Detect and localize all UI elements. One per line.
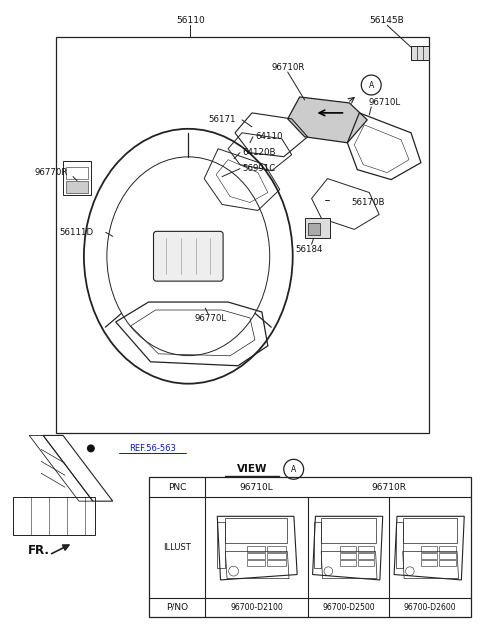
Bar xyxy=(421,560,437,567)
Bar xyxy=(421,553,437,559)
FancyBboxPatch shape xyxy=(154,232,223,281)
Text: ILLUST: ILLUST xyxy=(163,543,191,552)
Bar xyxy=(66,167,88,178)
Bar xyxy=(267,546,286,552)
Bar xyxy=(308,223,320,235)
Text: FR.: FR. xyxy=(28,544,50,557)
Text: 56110: 56110 xyxy=(176,16,204,25)
Text: PNC: PNC xyxy=(168,483,186,492)
Bar xyxy=(358,560,374,567)
Bar xyxy=(440,560,456,567)
Bar xyxy=(267,560,286,567)
Text: A: A xyxy=(291,465,296,474)
Text: 56991C: 56991C xyxy=(242,164,275,173)
Bar xyxy=(247,553,265,559)
Text: 96710R: 96710R xyxy=(372,483,407,492)
Text: 96710R: 96710R xyxy=(271,62,304,72)
Text: 96700-D2600: 96700-D2600 xyxy=(404,603,456,612)
Text: 64110: 64110 xyxy=(255,132,282,141)
Text: 56111D: 56111D xyxy=(59,228,93,237)
Bar xyxy=(358,553,374,559)
Bar xyxy=(148,477,471,617)
Bar xyxy=(63,160,91,195)
Text: 56171: 56171 xyxy=(208,115,236,124)
Text: 96770R: 96770R xyxy=(35,168,68,177)
Bar xyxy=(340,546,356,552)
Polygon shape xyxy=(288,97,367,143)
Bar xyxy=(267,553,286,559)
Bar xyxy=(340,553,356,559)
Bar xyxy=(247,560,265,567)
Bar xyxy=(13,497,95,535)
Text: REF.56-563: REF.56-563 xyxy=(129,444,176,453)
Bar xyxy=(66,180,88,193)
Text: P/NO: P/NO xyxy=(166,603,188,612)
Text: VIEW: VIEW xyxy=(237,464,267,474)
Text: 96710L: 96710L xyxy=(368,99,400,107)
Text: 56170B: 56170B xyxy=(351,198,385,207)
Circle shape xyxy=(87,444,95,452)
Text: 64120B: 64120B xyxy=(242,149,276,157)
Bar xyxy=(305,218,330,238)
Bar xyxy=(56,37,429,434)
Text: 56184: 56184 xyxy=(296,245,324,254)
Bar xyxy=(440,546,456,552)
Bar xyxy=(421,546,437,552)
Bar xyxy=(247,546,265,552)
Text: 96700-D2500: 96700-D2500 xyxy=(322,603,375,612)
Text: 96710L: 96710L xyxy=(240,483,273,492)
Bar xyxy=(440,553,456,559)
Text: 96770L: 96770L xyxy=(194,314,226,323)
Text: A: A xyxy=(369,80,374,89)
Bar xyxy=(411,46,429,60)
Bar xyxy=(358,546,374,552)
Text: 96700-D2100: 96700-D2100 xyxy=(230,603,283,612)
Bar xyxy=(340,560,356,567)
Text: 56145B: 56145B xyxy=(370,16,405,25)
